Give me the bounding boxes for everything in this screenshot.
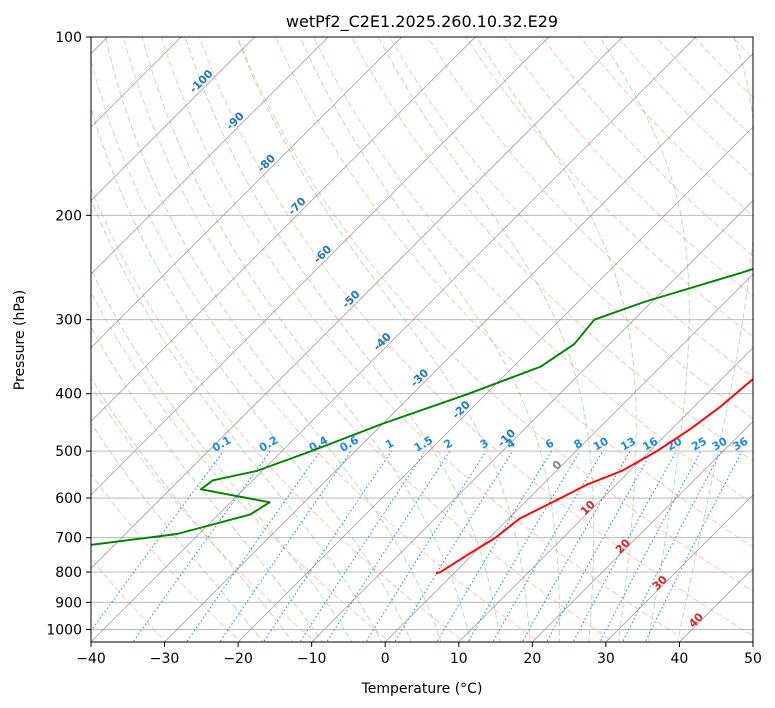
isotherm: [532, 420, 753, 642]
dry-adiabat: [91, 186, 466, 642]
dry-adiabat: [160, 37, 690, 642]
y-axis-label: Pressure (hPa): [12, 290, 28, 390]
mixing-ratio-line: [394, 450, 514, 642]
isotherm: [237, 126, 753, 642]
dry-adiabat: [122, 37, 615, 642]
isotherm: [91, 37, 550, 496]
x-tick-label: 40: [671, 651, 689, 667]
mixing-ratio-line: [599, 450, 702, 642]
moist-adiabat: [377, 37, 595, 642]
moist-adiabat: [299, 37, 560, 642]
dewpoint-profile: [91, 267, 753, 546]
x-tick-label: −40: [76, 651, 106, 667]
dry-adiabat: [313, 37, 753, 505]
mixing-ratio-line: [467, 450, 581, 642]
moist-adiabat: [184, 37, 501, 642]
dry-adiabat: [91, 385, 317, 642]
y-tick-label: 400: [55, 387, 82, 403]
x-tick-label: 30: [597, 651, 615, 667]
mixing-ratio-line: [299, 450, 426, 642]
moist-adiabat: [677, 37, 753, 642]
moist-adiabat: [91, 376, 294, 642]
x-tick-label: −30: [150, 651, 180, 667]
isotherm: [458, 347, 753, 642]
mixing-ratio-line: [91, 450, 224, 632]
temperature-profile: [435, 377, 753, 575]
dry-adiabat: [275, 37, 753, 548]
mixing-ratio-line: [132, 450, 271, 642]
mixing-ratio-line: [326, 450, 451, 642]
profile-lines: [91, 267, 753, 575]
isotherm: [164, 52, 753, 642]
dry-adiabat: [198, 37, 753, 637]
mixing-ratio-line: [262, 450, 392, 642]
moist-adiabat: [104, 37, 442, 642]
x-tick-label: 20: [523, 651, 541, 667]
isotherm: [311, 200, 753, 642]
x-axis-label: Temperature (°C): [361, 681, 483, 697]
x-tick-label: 10: [450, 651, 468, 667]
mixing-ratio-line: [572, 450, 677, 642]
isotherm: [91, 37, 697, 642]
x-tick-label: 50: [744, 651, 762, 667]
mixing-ratio-line: [219, 450, 352, 642]
y-tick-label: 900: [55, 595, 82, 611]
isotherm: [91, 37, 255, 202]
y-tick-label: 800: [55, 565, 82, 581]
dry-adiabat: [91, 291, 391, 642]
x-tick-label: −10: [297, 651, 327, 667]
dry-adiabat: [427, 37, 753, 379]
y-tick-label: 600: [55, 491, 82, 507]
x-tick-label: 0: [381, 651, 390, 667]
moist-adiabat: [141, 37, 471, 642]
moist-adiabat: [476, 37, 637, 642]
dry-adiabat: [91, 473, 242, 642]
mixing-ratio-line: [185, 450, 321, 642]
moist-adiabat: [599, 37, 690, 642]
isotherm: [605, 494, 753, 642]
mixing-ratio-line: [365, 450, 487, 642]
dry-adiabat: [91, 557, 167, 642]
chart-title: wetPf2_C2E1.2025.260.10.32.E29: [286, 12, 558, 32]
dry-adiabat: [237, 37, 753, 592]
y-tick-label: 300: [55, 313, 82, 329]
moist-adiabat: [91, 106, 412, 642]
dry-adiabat: [91, 58, 540, 642]
y-tick-label: 1000: [46, 622, 82, 638]
isotherm: [91, 37, 329, 275]
mixing-ratio-line: [622, 450, 722, 642]
isotherm: [91, 37, 476, 422]
plot-frame: [90, 36, 754, 643]
isotherm: [91, 37, 403, 349]
moist-adiabat: [91, 268, 353, 642]
axis-ticks: −40 −30 −20 −10 0 10 20 30 40 50 100 200 300 400 500 60…: [46, 30, 762, 667]
moist-adiabat: [91, 198, 383, 642]
y-tick-label: 100: [55, 30, 82, 46]
y-tick-label: 500: [55, 444, 82, 460]
moist-adiabat: [91, 422, 264, 642]
x-tick-label: −20: [223, 651, 253, 667]
y-tick-label: 200: [55, 208, 82, 224]
background-lines: [91, 37, 753, 642]
y-tick-label: 700: [55, 531, 82, 547]
isotherm: [384, 273, 753, 642]
dry-adiabat: [465, 37, 753, 338]
